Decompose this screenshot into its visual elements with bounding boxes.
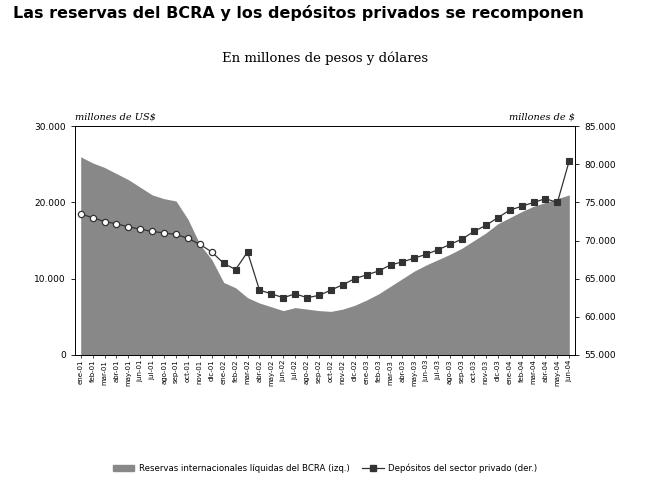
- Text: millones de US$: millones de US$: [75, 113, 155, 122]
- Text: millones de $: millones de $: [509, 113, 575, 122]
- Legend: Reservas internacionales líquidas del BCRA (izq.), Depósitos del sector privado : Reservas internacionales líquidas del BC…: [109, 460, 541, 477]
- Text: En millones de pesos y dólares: En millones de pesos y dólares: [222, 51, 428, 65]
- Text: Las reservas del BCRA y los depósitos privados se recomponen: Las reservas del BCRA y los depósitos pr…: [13, 5, 584, 21]
